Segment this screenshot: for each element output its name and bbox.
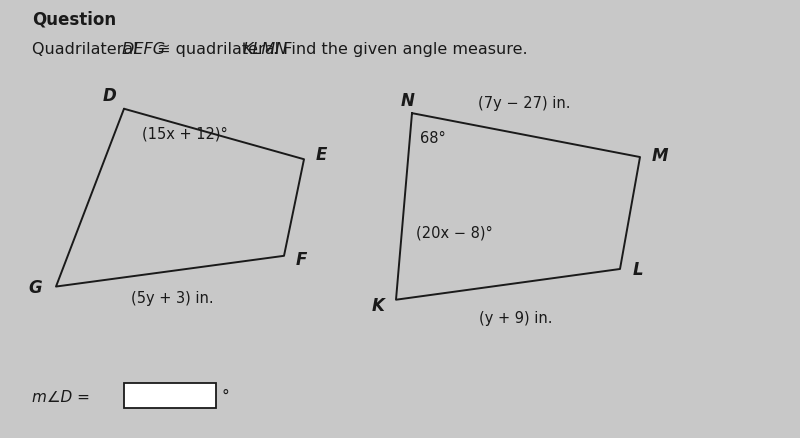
Text: (7y − 27) in.: (7y − 27) in. bbox=[478, 95, 570, 110]
Text: Quadrilateral: Quadrilateral bbox=[32, 42, 143, 57]
Text: (y + 9) in.: (y + 9) in. bbox=[479, 310, 553, 325]
Text: E: E bbox=[316, 145, 327, 164]
Text: N: N bbox=[401, 92, 415, 110]
Text: °: ° bbox=[222, 388, 230, 403]
Text: F: F bbox=[296, 251, 307, 269]
Text: L: L bbox=[632, 260, 643, 279]
Text: (20x − 8)°: (20x − 8)° bbox=[416, 225, 493, 240]
FancyBboxPatch shape bbox=[124, 383, 216, 408]
Text: DEFG: DEFG bbox=[122, 42, 166, 57]
Text: KLMN: KLMN bbox=[242, 42, 287, 57]
Text: 68°: 68° bbox=[420, 131, 446, 145]
Text: G: G bbox=[28, 278, 42, 296]
Text: (15x + 12)°: (15x + 12)° bbox=[142, 126, 228, 141]
Text: . Find the given angle measure.: . Find the given angle measure. bbox=[273, 42, 527, 57]
Text: Question: Question bbox=[32, 11, 116, 29]
Text: m∠D =: m∠D = bbox=[32, 389, 90, 404]
Text: M: M bbox=[652, 146, 668, 165]
Text: (5y + 3) in.: (5y + 3) in. bbox=[130, 290, 214, 305]
Text: D: D bbox=[102, 86, 117, 105]
Text: K: K bbox=[372, 296, 385, 314]
Text: ≅ quadrilateral: ≅ quadrilateral bbox=[152, 42, 284, 57]
